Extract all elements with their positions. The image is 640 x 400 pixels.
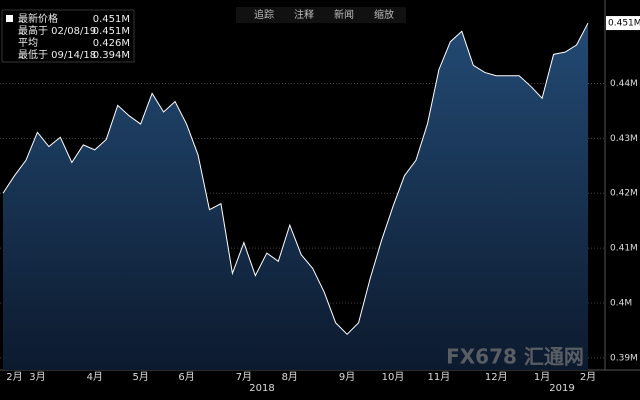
x-tick-label: 5月 bbox=[132, 371, 148, 383]
line bbox=[2, 22, 589, 336]
x-tick-label: 2月 bbox=[6, 371, 22, 383]
legend-label: 最低于 09/14/18 bbox=[18, 48, 96, 61]
last-value-label: 0.451M bbox=[608, 19, 640, 29]
x-tick-label: 2月 bbox=[580, 371, 596, 383]
x-tick-label: 6月 bbox=[178, 371, 194, 383]
legend-value: 0.394M bbox=[93, 50, 130, 61]
legend-value: 0.451M bbox=[93, 26, 130, 37]
legend-label: 最高于 02/08/19 bbox=[18, 24, 96, 37]
legend-swatch bbox=[6, 15, 13, 22]
plot bbox=[0, 22, 605, 371]
x-tick-label: 8月 bbox=[282, 371, 298, 383]
x-tick-label: 9月 bbox=[339, 371, 355, 383]
toolbar-button[interactable]: 缩放 bbox=[374, 8, 394, 21]
toolbar-button[interactable]: 新闻 bbox=[334, 8, 354, 21]
x-tick-label: 12月 bbox=[485, 371, 508, 383]
y-tick-label: 0.41M bbox=[610, 244, 638, 254]
toolbar-button[interactable]: 追踪 bbox=[254, 8, 274, 21]
legend-label: 最新价格 bbox=[18, 12, 58, 25]
toolbar: 追踪 注释 新闻 缩放 bbox=[236, 7, 406, 23]
toolbar-bg bbox=[236, 7, 406, 23]
year-label: 2018 bbox=[249, 383, 274, 394]
legend-value: 0.451M bbox=[93, 14, 130, 25]
legend-value: 0.426M bbox=[93, 38, 130, 49]
legend-box bbox=[1, 9, 135, 63]
legend: 最新价格 0.451M 最高于 02/08/19 0.451M 平均 0.426… bbox=[1, 9, 135, 63]
x-tick-label: 11月 bbox=[428, 371, 451, 383]
y-tick-label: 0.39M bbox=[610, 353, 638, 363]
legend-label: 平均 bbox=[18, 37, 38, 49]
year-label: 2019 bbox=[549, 383, 574, 394]
area-fill bbox=[3, 23, 588, 371]
last-value-box bbox=[606, 16, 640, 31]
y-tick-label: 0.4M bbox=[610, 299, 632, 309]
x-tick-label: 10月 bbox=[382, 371, 405, 383]
x-tick-label: 4月 bbox=[87, 371, 103, 383]
y-tick-label: 0.43M bbox=[610, 134, 638, 144]
x-tick-label: 7月 bbox=[236, 371, 252, 383]
y-tick-label: 0.44M bbox=[610, 79, 638, 89]
toolbar-button[interactable]: 注释 bbox=[294, 8, 314, 21]
watermark: FX678 汇通网 bbox=[446, 345, 584, 369]
y-tick-label: 0.42M bbox=[610, 189, 638, 199]
x-tick-label: 1月 bbox=[534, 371, 550, 383]
x-tick-label: 3月 bbox=[29, 371, 45, 383]
